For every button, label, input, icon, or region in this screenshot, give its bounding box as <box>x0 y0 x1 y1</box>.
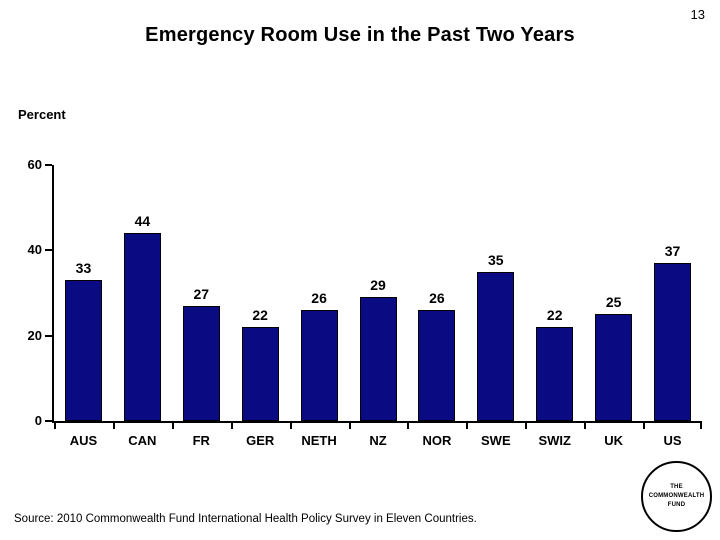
x-tick <box>700 423 702 429</box>
category-label-neth: NETH <box>301 433 337 448</box>
logo-text-line1: THE <box>670 484 683 490</box>
x-tick <box>643 423 646 429</box>
page-title: Emergency Room Use in the Past Two Years <box>145 24 575 46</box>
bar-value-label-nz: 29 <box>370 277 386 294</box>
bar-neth <box>300 310 338 421</box>
y-axis-unit-label: Percent <box>18 107 66 122</box>
bar-fr <box>182 305 220 421</box>
bar-uk <box>595 314 633 421</box>
x-tick <box>348 423 351 429</box>
commonwealth-fund-logo: THE COMMONWEALTH FUND <box>641 461 712 532</box>
logo-text-line2: COMMONWEALTH <box>648 493 705 499</box>
category-label-nor: NOR <box>422 433 452 448</box>
bar-value-label-uk: 25 <box>605 294 622 311</box>
bar-us <box>654 263 692 421</box>
x-tick <box>54 423 56 429</box>
bar-swe <box>477 271 515 421</box>
bar-value-label-ger: 22 <box>252 307 268 324</box>
page-number: 13 <box>690 7 705 22</box>
x-tick <box>230 423 233 429</box>
bar-nor <box>418 310 456 421</box>
y-tick-label: 60 <box>27 157 42 172</box>
bar-value-label-aus: 33 <box>75 260 92 277</box>
bar-can <box>123 233 161 421</box>
plot-area: 0 20 40 60 33 AUS 44 CAN 27 FR 22 GER 26 NETH 29 NZ 26 NO… <box>28 157 702 448</box>
x-tick <box>584 423 587 429</box>
bar-value-label-fr: 27 <box>193 285 210 302</box>
y-tick <box>45 334 52 337</box>
bar-value-label-can: 44 <box>134 213 151 230</box>
x-tick <box>112 423 115 429</box>
bar-value-label-nor: 26 <box>429 290 445 307</box>
x-tick <box>525 423 528 429</box>
y-tick-label: 0 <box>34 413 42 428</box>
category-label-nz: NZ <box>369 433 387 448</box>
x-tick <box>171 423 174 429</box>
y-tick <box>45 164 52 166</box>
bar-nz <box>359 297 397 421</box>
category-label-aus: AUS <box>69 433 98 448</box>
bar-ger <box>241 327 279 421</box>
category-label-us: US <box>663 433 682 448</box>
logo-text-line3: FUND <box>667 502 686 508</box>
y-tick-label: 40 <box>27 242 42 258</box>
category-label-uk: UK <box>604 433 624 448</box>
source-note: Source: 2010 Commonwealth Fund Internati… <box>14 513 477 525</box>
bar-value-label-swiz: 22 <box>546 307 563 324</box>
category-label-fr: FR <box>192 433 210 448</box>
category-label-ger: GER <box>246 433 275 448</box>
bar-swiz <box>536 327 574 421</box>
category-label-swe: SWE <box>481 433 511 448</box>
x-tick <box>407 423 410 429</box>
x-tick <box>289 423 292 429</box>
bar-aus <box>64 280 102 421</box>
bar-value-label-neth: 26 <box>311 290 327 307</box>
category-label-can: CAN <box>128 433 157 448</box>
y-tick <box>45 249 52 252</box>
y-tick-label: 20 <box>27 327 42 343</box>
y-tick <box>45 420 52 422</box>
x-tick <box>466 423 469 429</box>
bar-value-label-swe: 35 <box>488 251 504 268</box>
category-label-swiz: SWIZ <box>538 433 571 448</box>
bar-value-label-us: 37 <box>664 243 681 260</box>
